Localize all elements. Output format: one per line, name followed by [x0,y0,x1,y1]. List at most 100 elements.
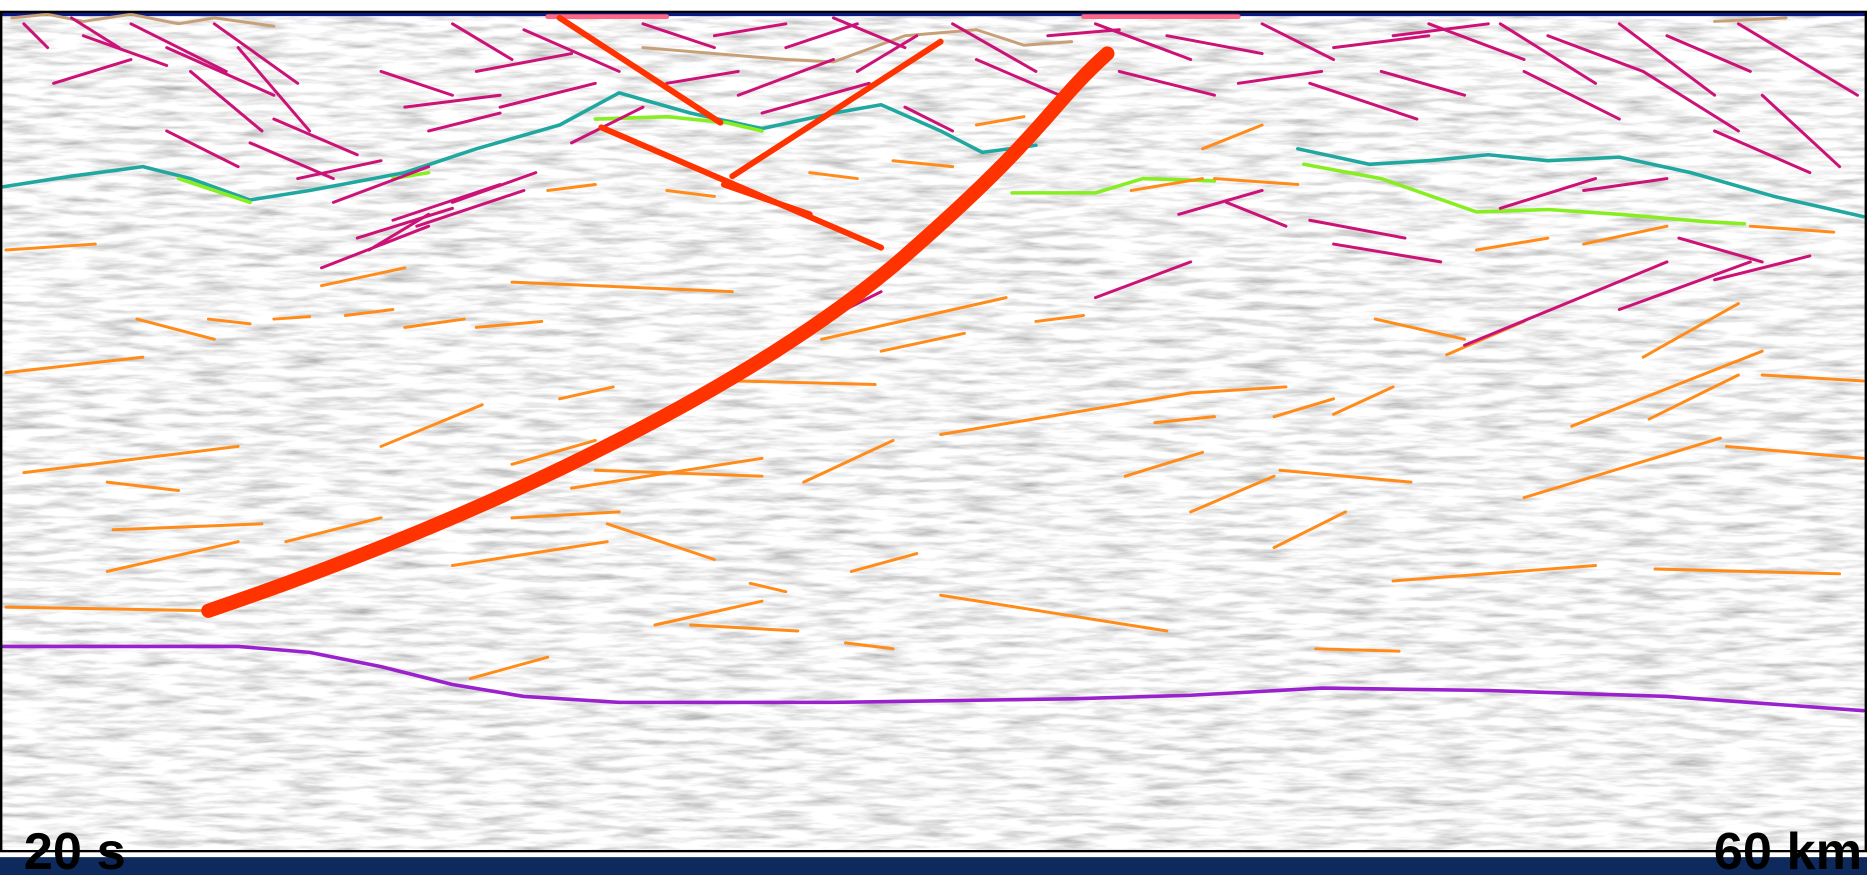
orange-reflector [843,641,895,651]
orange-reflector [474,319,544,329]
magenta-reflector [1522,69,1621,121]
magenta-reflector [760,81,871,115]
orange-reflector [343,308,395,317]
orange-reflector [1129,177,1205,192]
orange-reflector [22,444,240,475]
magenta-reflector [712,22,788,38]
magenta-reflector [1236,69,1324,85]
time-label: 20 s [24,823,126,875]
orange-reflector [1213,177,1300,187]
magenta-reflector [1617,22,1717,97]
orange-reflector [1570,349,1764,428]
orange-reflector [820,296,1008,341]
orange-reflector [403,317,466,329]
magenta-reflector [1498,177,1598,210]
orange-reflector [284,516,383,544]
magenta-reflector [1713,129,1812,175]
magenta-reflector [379,69,454,97]
teal-horizon [0,91,1866,219]
orange-reflector [4,355,145,375]
orange-reflector [1123,450,1205,478]
main-fault [201,46,1115,618]
orange-reflector [1522,436,1723,500]
magenta-reflector [1177,188,1264,216]
seismic-texture [1,11,1866,852]
magenta-reflector [403,93,502,109]
magenta-reflector [1427,22,1526,62]
orange-reflector [1201,123,1264,151]
magenta-reflector [189,69,264,133]
footer-bar [0,857,1867,875]
orange-reflector [206,317,252,326]
orange-reflector [974,115,1026,127]
orange-reflector [1641,302,1740,359]
orange-reflector [105,480,181,492]
orange-reflector [272,315,312,321]
orange-reflector [1034,313,1086,323]
magenta-reflector [831,16,907,50]
orange-reflector [1373,317,1467,341]
magenta-reflector [1117,69,1216,97]
frame [0,10,1867,853]
magenta-reflector [1332,242,1443,264]
orange-reflector [510,280,734,294]
magenta-reflector [736,58,835,97]
magenta-reflector [69,16,121,50]
orange-reflector [879,331,966,353]
magenta-reflector [165,46,276,97]
orange-reflector [849,552,919,573]
magenta-reflector [52,58,133,85]
orange-reflector [135,317,216,341]
magenta-reflector [212,22,300,85]
orange-reflector [689,623,800,633]
magenta-reflector [450,22,514,62]
magenta-reflector [903,105,955,133]
orange-reflector [665,188,716,198]
magenta-reflector [355,206,454,240]
orange-reflector [379,403,484,448]
magenta-reflector [272,117,359,157]
orange-reflector [605,522,716,562]
magenta-reflector [1546,34,1645,73]
orange-reflector [1582,224,1669,246]
magenta-reflector [1165,34,1264,56]
magenta-reflector [1046,28,1121,38]
magenta-reflector [784,22,859,50]
orange-reflector [736,379,877,387]
magenta-reflector [1641,69,1740,133]
orange-reflector [546,183,597,192]
magenta-reflector [22,22,50,50]
magenta-reflector [1713,254,1812,282]
magenta-reflector [951,22,1038,73]
orange-reflector [1153,415,1216,425]
orange-reflector [1272,397,1336,419]
magenta-reflector [498,81,597,109]
orange-reflector [1474,236,1550,252]
magenta-reflector [855,34,919,73]
orange-reflector [4,605,210,613]
orange-reflector [105,540,240,573]
magenta-reflector [1093,22,1193,62]
orange-reflector [593,468,764,478]
magenta-reflector [415,188,526,228]
magenta-reflector [236,46,312,133]
magenta-reflector [522,28,621,73]
orange-reflector [1278,468,1413,484]
magenta-reflector [1665,34,1752,73]
orange-reflector [1189,474,1276,514]
magenta-reflector [331,165,431,204]
distance-label: 60 km [1714,823,1863,875]
orange-reflector [802,438,895,484]
magenta-reflector [1617,260,1752,312]
orange-reflector [653,599,764,627]
orange-reflector [1314,647,1401,653]
orange-reflector [4,242,97,252]
orange-reflector [891,159,955,169]
magenta-reflector [570,105,645,145]
orange-reflector [1272,510,1347,550]
magenta-reflector [1677,236,1764,264]
orange-reflector [1332,385,1395,416]
magenta-reflector [81,34,169,67]
